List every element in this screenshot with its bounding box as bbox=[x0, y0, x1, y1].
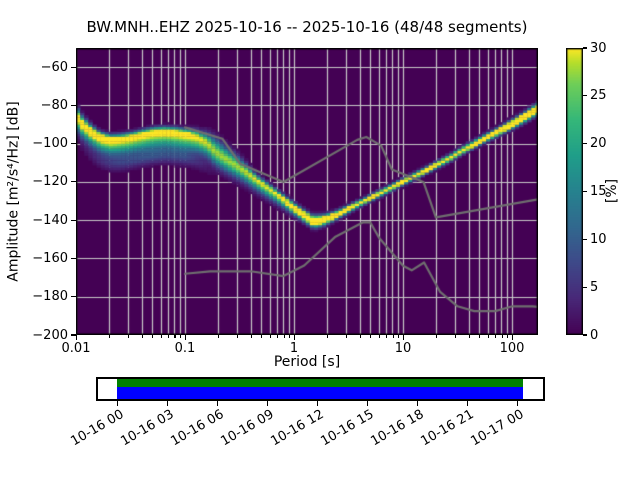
colorbar-tick-mark bbox=[583, 190, 587, 193]
x-minor-tick-mark bbox=[289, 335, 291, 338]
y-tick-mark bbox=[71, 66, 76, 68]
colorbar-tick-label: 20 bbox=[590, 136, 607, 152]
y-axis-label: Amplitude [m²/s⁴/Hz] [dB] bbox=[5, 101, 22, 282]
y-tick-label: −200 bbox=[32, 327, 68, 343]
y-tick-mark bbox=[71, 334, 76, 336]
y-tick-mark bbox=[71, 104, 76, 106]
x-minor-tick-mark bbox=[398, 335, 400, 338]
x-minor-tick-mark bbox=[346, 335, 348, 338]
x-tick-label: 0.1 bbox=[174, 341, 196, 356]
psd-heatmap-canvas bbox=[76, 48, 538, 335]
colorbar-label: [%] bbox=[604, 178, 620, 204]
y-tick-label: −160 bbox=[32, 251, 68, 266]
x-minor-tick-mark bbox=[370, 335, 372, 338]
x-minor-tick-mark bbox=[495, 335, 497, 338]
y-tick-label: −120 bbox=[32, 174, 68, 190]
timeline-tick-mark bbox=[317, 401, 319, 406]
x-tick-mark bbox=[512, 335, 514, 340]
x-minor-tick-mark bbox=[217, 335, 219, 338]
colorbar-tick-mark bbox=[583, 143, 587, 145]
x-tick-label: 10 bbox=[394, 341, 412, 356]
colorbar-tick-mark bbox=[583, 238, 587, 240]
colorbar-tick-label: 30 bbox=[590, 40, 607, 56]
timeline-coverage-blue bbox=[117, 387, 523, 399]
timeline-tick-mark bbox=[167, 401, 169, 406]
colorbar-tick-label: 5 bbox=[590, 279, 599, 295]
y-tick-label: −60 bbox=[40, 59, 68, 75]
colorbar-tick-mark bbox=[583, 334, 587, 336]
x-tick-mark bbox=[76, 335, 78, 340]
x-minor-tick-mark bbox=[283, 335, 285, 338]
y-tick-mark bbox=[71, 143, 76, 145]
plot-title: BW.MNH..EHZ 2025-10-16 -- 2025-10-16 (48… bbox=[86, 18, 528, 36]
x-minor-tick-mark bbox=[237, 335, 239, 338]
timeline-tick-mark bbox=[517, 401, 519, 406]
colorbar-tick-label: 25 bbox=[590, 88, 607, 104]
x-minor-tick-mark bbox=[250, 335, 252, 338]
x-minor-tick-mark bbox=[487, 335, 490, 338]
y-tick-mark bbox=[71, 181, 76, 183]
colorbar-tick-mark bbox=[583, 286, 587, 288]
y-tick-mark bbox=[71, 219, 76, 221]
x-axis-label: Period [s] bbox=[273, 354, 341, 370]
y-tick-label: −140 bbox=[32, 212, 68, 228]
x-minor-tick-mark bbox=[455, 335, 457, 338]
timeline-tick-mark bbox=[117, 401, 119, 406]
x-tick-mark bbox=[403, 335, 405, 340]
y-tick-mark bbox=[71, 296, 76, 298]
x-minor-tick-mark bbox=[479, 335, 481, 338]
x-tick-label: 1 bbox=[289, 341, 299, 356]
timeline-bar bbox=[96, 377, 545, 401]
x-tick-mark bbox=[185, 335, 187, 340]
x-tick-mark bbox=[294, 335, 296, 340]
x-tick-label: 100 bbox=[499, 341, 525, 356]
timeline-coverage-green bbox=[117, 379, 523, 387]
timeline-tick-mark bbox=[217, 401, 219, 406]
x-minor-tick-mark bbox=[468, 335, 470, 338]
x-minor-tick-mark bbox=[386, 335, 388, 338]
x-minor-tick-mark bbox=[152, 335, 154, 338]
colorbar-tick-label: 0 bbox=[590, 327, 599, 343]
timeline-tick-mark bbox=[367, 401, 369, 406]
x-minor-tick-mark bbox=[501, 335, 503, 338]
colorbar-tick-mark bbox=[583, 47, 587, 49]
x-minor-tick-mark bbox=[160, 335, 162, 338]
timeline-tick-mark bbox=[467, 401, 469, 406]
x-minor-tick-mark bbox=[277, 335, 279, 338]
y-tick-label: −100 bbox=[32, 136, 68, 152]
x-minor-tick-mark bbox=[168, 335, 170, 338]
x-tick-label: 0.01 bbox=[61, 341, 91, 356]
x-minor-tick-mark bbox=[141, 335, 143, 338]
timeline-tick-mark bbox=[417, 401, 419, 406]
x-minor-tick-mark bbox=[507, 335, 509, 338]
y-tick-label: −80 bbox=[40, 97, 68, 113]
x-minor-tick-mark bbox=[435, 335, 438, 338]
colorbar-canvas bbox=[566, 48, 583, 335]
x-minor-tick-mark bbox=[128, 335, 130, 338]
x-minor-tick-mark bbox=[326, 335, 328, 338]
colorbar-tick-label: 10 bbox=[590, 231, 607, 247]
x-minor-tick-mark bbox=[269, 335, 271, 338]
x-minor-tick-mark bbox=[359, 335, 361, 338]
x-minor-tick-mark bbox=[392, 335, 394, 338]
colorbar-tick-label: 15 bbox=[590, 184, 607, 199]
x-minor-tick-mark bbox=[180, 335, 182, 338]
x-minor-tick-mark bbox=[378, 335, 381, 338]
x-minor-tick-mark bbox=[174, 335, 176, 338]
colorbar-tick-mark bbox=[583, 95, 587, 97]
timeline-tick-mark bbox=[267, 401, 269, 406]
y-tick-mark bbox=[71, 257, 76, 260]
x-minor-tick-mark bbox=[108, 335, 110, 338]
x-minor-tick-mark bbox=[261, 335, 263, 338]
y-tick-label: −180 bbox=[32, 289, 68, 305]
